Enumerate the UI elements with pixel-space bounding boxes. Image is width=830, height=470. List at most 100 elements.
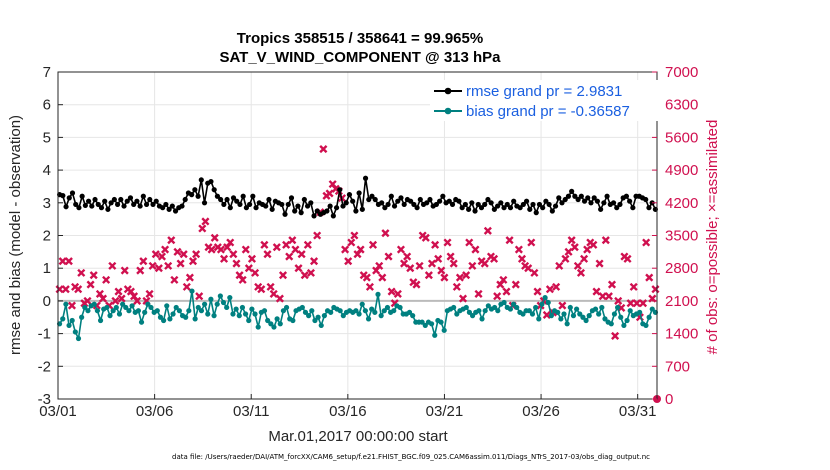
obs-count-point <box>611 331 620 340</box>
rmse-point <box>536 201 543 208</box>
rmse-point <box>298 210 304 216</box>
obs-count-point <box>266 282 275 291</box>
y-right-tick-label: 7000 <box>665 64 698 81</box>
legend-box <box>430 80 660 121</box>
obs-count-point <box>558 301 567 310</box>
obs-count-point <box>573 261 582 270</box>
rmse-point <box>89 203 95 209</box>
bias-point <box>239 304 246 311</box>
bias-point <box>567 304 573 311</box>
rmse-point <box>140 193 146 199</box>
bias-point <box>233 306 239 312</box>
rmse-point <box>610 200 617 206</box>
bias-point <box>227 295 233 301</box>
obs-count-point <box>164 261 173 270</box>
bias-point <box>321 313 327 319</box>
obs-count-point <box>341 245 350 254</box>
bias-point <box>570 313 577 319</box>
obs-count-point <box>502 287 511 296</box>
obs-count-point <box>561 254 570 263</box>
rmse-point <box>575 196 581 203</box>
y-right-tick-label: 2100 <box>665 293 698 310</box>
obs-count-point <box>583 245 592 254</box>
y-left-tick-label: 5 <box>43 129 51 146</box>
bias-point <box>501 299 507 306</box>
rmse-point <box>408 198 414 204</box>
obs-count-point <box>524 264 533 273</box>
obs-count-point <box>272 243 281 252</box>
obs-count-point <box>229 250 238 259</box>
bias-point <box>624 317 630 324</box>
obs-count-point <box>247 254 257 263</box>
bias-point <box>246 317 252 324</box>
rmse-point <box>247 201 253 208</box>
y-left-tick-label: -3 <box>38 391 51 408</box>
rmse-point <box>594 198 601 204</box>
obs-count-point <box>505 236 514 245</box>
rmse-point <box>337 187 343 193</box>
bias-point <box>469 313 476 319</box>
y-left-tick-label: 0 <box>43 293 51 310</box>
rmse-point <box>494 203 501 209</box>
bias-point <box>290 317 296 324</box>
rmse-point <box>73 201 79 208</box>
rmse-point <box>137 203 143 209</box>
bias-point <box>492 304 498 311</box>
y-right-tick-label: 2800 <box>665 260 698 277</box>
obs-count-point <box>195 292 204 301</box>
bias-point <box>145 301 151 307</box>
bias-point <box>618 314 624 320</box>
rmse-point <box>143 201 150 208</box>
obs-count-point <box>210 233 219 242</box>
rmse-point <box>266 196 272 203</box>
rmse-point <box>646 205 652 211</box>
rmse-point <box>569 188 575 194</box>
bias-point <box>224 304 230 311</box>
rmse-point <box>189 192 195 198</box>
bias-point <box>356 311 362 317</box>
bias-point <box>514 304 520 311</box>
rmse-point <box>546 201 552 208</box>
y-left-tick-label: 6 <box>43 97 51 114</box>
rmse-point <box>478 205 485 211</box>
bias-point <box>148 304 154 311</box>
rmse-point <box>504 201 510 208</box>
bias-point <box>577 311 583 317</box>
bias-point <box>539 301 545 307</box>
bias-point <box>195 304 201 311</box>
obs-count-point <box>226 238 235 247</box>
bias-point <box>574 306 580 312</box>
obs-count-point <box>347 238 356 247</box>
rmse-point <box>578 193 584 199</box>
rmse-point <box>556 195 562 201</box>
bias-point <box>217 293 223 299</box>
bias-point <box>592 306 599 312</box>
obs-count-point <box>375 261 384 270</box>
obs-count-point <box>288 236 297 245</box>
bias-point <box>542 295 548 301</box>
bias-point <box>91 301 97 307</box>
rmse-point <box>398 195 404 201</box>
rmse-point <box>218 196 224 203</box>
rmse-point <box>456 198 462 204</box>
rmse-point <box>501 205 507 211</box>
rmse-point <box>395 198 401 204</box>
obs-count-point <box>98 294 108 303</box>
obs-count-point <box>61 285 70 294</box>
obs-count-point <box>102 275 111 284</box>
bias-point <box>646 314 652 320</box>
bias-point <box>255 324 261 330</box>
bias-point <box>422 322 428 329</box>
bias-point <box>205 311 211 317</box>
obs-count-point <box>440 273 449 282</box>
rmse-point <box>549 208 555 214</box>
bias-point <box>359 301 365 307</box>
rmse-point <box>346 192 353 198</box>
obs-count-point <box>275 294 284 303</box>
bias-point <box>107 313 113 319</box>
bias-point <box>391 308 397 314</box>
bias-point <box>463 304 469 311</box>
obs-count-point <box>434 254 443 263</box>
rmse-point <box>565 193 572 199</box>
